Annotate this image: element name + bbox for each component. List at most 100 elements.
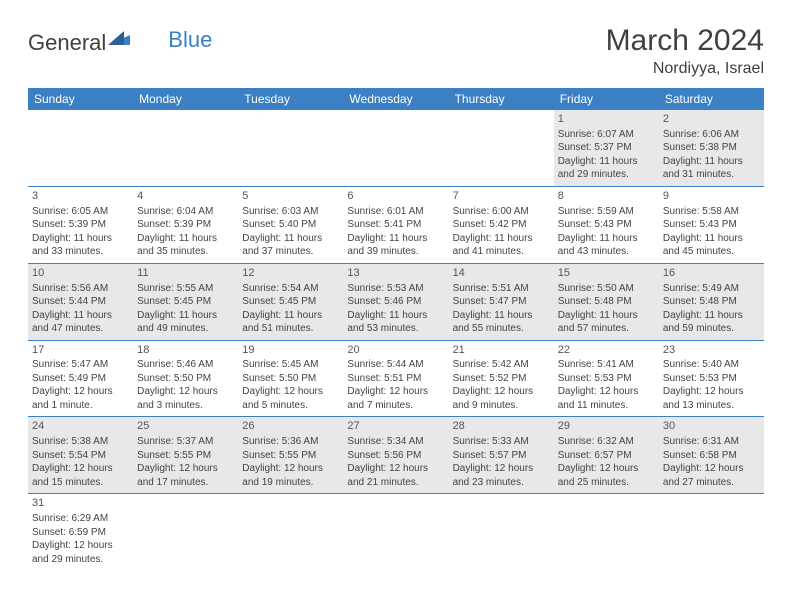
day-number: 12 (242, 266, 339, 281)
cell-sunset: Sunset: 5:49 PM (32, 372, 129, 386)
calendar-cell: 5Sunrise: 6:03 AMSunset: 5:40 PMDaylight… (238, 186, 343, 263)
cell-day2: and 21 minutes. (347, 476, 444, 490)
day-number: 7 (453, 189, 550, 204)
cell-sunset: Sunset: 5:43 PM (558, 218, 655, 232)
calendar-cell: 7Sunrise: 6:00 AMSunset: 5:42 PMDaylight… (449, 186, 554, 263)
title-block: March 2024 Nordiyya, Israel (606, 24, 764, 78)
day-number: 3 (32, 189, 129, 204)
calendar-cell: 31Sunrise: 6:29 AMSunset: 6:59 PMDayligh… (28, 494, 133, 570)
day-number: 14 (453, 266, 550, 281)
cell-sunset: Sunset: 5:55 PM (242, 449, 339, 463)
cell-day2: and 53 minutes. (347, 322, 444, 336)
cell-sunrise: Sunrise: 5:36 AM (242, 435, 339, 449)
calendar-cell (238, 494, 343, 570)
cell-day1: Daylight: 12 hours (347, 462, 444, 476)
calendar-cell: 9Sunrise: 5:58 AMSunset: 5:43 PMDaylight… (659, 186, 764, 263)
cell-sunset: Sunset: 5:48 PM (663, 295, 760, 309)
day-number: 9 (663, 189, 760, 204)
cell-sunrise: Sunrise: 5:59 AM (558, 205, 655, 219)
cell-day2: and 5 minutes. (242, 399, 339, 413)
calendar-cell: 22Sunrise: 5:41 AMSunset: 5:53 PMDayligh… (554, 340, 659, 417)
cell-day1: Daylight: 12 hours (453, 462, 550, 476)
calendar-table: Sunday Monday Tuesday Wednesday Thursday… (28, 88, 764, 570)
cell-day2: and 11 minutes. (558, 399, 655, 413)
day-number: 20 (347, 343, 444, 358)
cell-day2: and 9 minutes. (453, 399, 550, 413)
cell-day2: and 49 minutes. (137, 322, 234, 336)
calendar-cell: 10Sunrise: 5:56 AMSunset: 5:44 PMDayligh… (28, 263, 133, 340)
day-header: Sunday (28, 88, 133, 110)
location-label: Nordiyya, Israel (606, 60, 764, 78)
calendar-cell: 28Sunrise: 5:33 AMSunset: 5:57 PMDayligh… (449, 417, 554, 494)
calendar-cell: 20Sunrise: 5:44 AMSunset: 5:51 PMDayligh… (343, 340, 448, 417)
day-header: Friday (554, 88, 659, 110)
cell-day1: Daylight: 12 hours (137, 385, 234, 399)
cell-sunrise: Sunrise: 6:03 AM (242, 205, 339, 219)
cell-day1: Daylight: 12 hours (32, 462, 129, 476)
cell-sunrise: Sunrise: 5:42 AM (453, 358, 550, 372)
cell-sunrise: Sunrise: 6:32 AM (558, 435, 655, 449)
day-number: 6 (347, 189, 444, 204)
cell-day2: and 1 minute. (32, 399, 129, 413)
cell-day2: and 45 minutes. (663, 245, 760, 259)
calendar-cell: 26Sunrise: 5:36 AMSunset: 5:55 PMDayligh… (238, 417, 343, 494)
logo-text-blue: Blue (168, 27, 212, 53)
calendar-cell: 6Sunrise: 6:01 AMSunset: 5:41 PMDaylight… (343, 186, 448, 263)
day-number: 4 (137, 189, 234, 204)
cell-sunrise: Sunrise: 5:49 AM (663, 282, 760, 296)
cell-day1: Daylight: 11 hours (558, 309, 655, 323)
cell-day1: Daylight: 11 hours (663, 155, 760, 169)
calendar-cell: 16Sunrise: 5:49 AMSunset: 5:48 PMDayligh… (659, 263, 764, 340)
cell-day2: and 57 minutes. (558, 322, 655, 336)
calendar-week-row: 1Sunrise: 6:07 AMSunset: 5:37 PMDaylight… (28, 110, 764, 186)
cell-sunset: Sunset: 5:50 PM (137, 372, 234, 386)
cell-day2: and 55 minutes. (453, 322, 550, 336)
cell-day1: Daylight: 11 hours (242, 309, 339, 323)
calendar-cell (449, 110, 554, 186)
calendar-cell (133, 494, 238, 570)
cell-sunrise: Sunrise: 6:29 AM (32, 512, 129, 526)
cell-sunset: Sunset: 5:47 PM (453, 295, 550, 309)
calendar-cell: 3Sunrise: 6:05 AMSunset: 5:39 PMDaylight… (28, 186, 133, 263)
calendar-cell (343, 110, 448, 186)
day-header-row: Sunday Monday Tuesday Wednesday Thursday… (28, 88, 764, 110)
day-number: 29 (558, 419, 655, 434)
cell-day1: Daylight: 12 hours (347, 385, 444, 399)
day-number: 1 (558, 112, 655, 127)
cell-day1: Daylight: 11 hours (453, 232, 550, 246)
day-header: Monday (133, 88, 238, 110)
calendar-cell: 29Sunrise: 6:32 AMSunset: 6:57 PMDayligh… (554, 417, 659, 494)
cell-sunrise: Sunrise: 5:51 AM (453, 282, 550, 296)
cell-day1: Daylight: 11 hours (558, 232, 655, 246)
cell-day2: and 43 minutes. (558, 245, 655, 259)
cell-sunrise: Sunrise: 5:41 AM (558, 358, 655, 372)
cell-sunset: Sunset: 5:53 PM (663, 372, 760, 386)
cell-sunrise: Sunrise: 6:01 AM (347, 205, 444, 219)
day-header: Saturday (659, 88, 764, 110)
cell-sunset: Sunset: 5:39 PM (32, 218, 129, 232)
cell-sunrise: Sunrise: 6:05 AM (32, 205, 129, 219)
cell-sunset: Sunset: 5:56 PM (347, 449, 444, 463)
cell-sunset: Sunset: 5:45 PM (242, 295, 339, 309)
calendar-week-row: 31Sunrise: 6:29 AMSunset: 6:59 PMDayligh… (28, 494, 764, 570)
calendar-cell: 14Sunrise: 5:51 AMSunset: 5:47 PMDayligh… (449, 263, 554, 340)
cell-sunset: Sunset: 5:41 PM (347, 218, 444, 232)
cell-day1: Daylight: 11 hours (347, 232, 444, 246)
cell-sunset: Sunset: 5:50 PM (242, 372, 339, 386)
cell-day1: Daylight: 11 hours (32, 309, 129, 323)
cell-sunrise: Sunrise: 5:54 AM (242, 282, 339, 296)
day-number: 25 (137, 419, 234, 434)
cell-day2: and 27 minutes. (663, 476, 760, 490)
cell-day2: and 47 minutes. (32, 322, 129, 336)
cell-sunrise: Sunrise: 6:31 AM (663, 435, 760, 449)
header: General Blue March 2024 Nordiyya, Israel (28, 24, 764, 78)
day-number: 23 (663, 343, 760, 358)
cell-sunrise: Sunrise: 5:40 AM (663, 358, 760, 372)
calendar-week-row: 24Sunrise: 5:38 AMSunset: 5:54 PMDayligh… (28, 417, 764, 494)
logo: General Blue (28, 30, 212, 56)
cell-day2: and 19 minutes. (242, 476, 339, 490)
cell-sunset: Sunset: 5:42 PM (453, 218, 550, 232)
cell-sunset: Sunset: 5:46 PM (347, 295, 444, 309)
cell-sunset: Sunset: 5:40 PM (242, 218, 339, 232)
cell-sunset: Sunset: 5:55 PM (137, 449, 234, 463)
